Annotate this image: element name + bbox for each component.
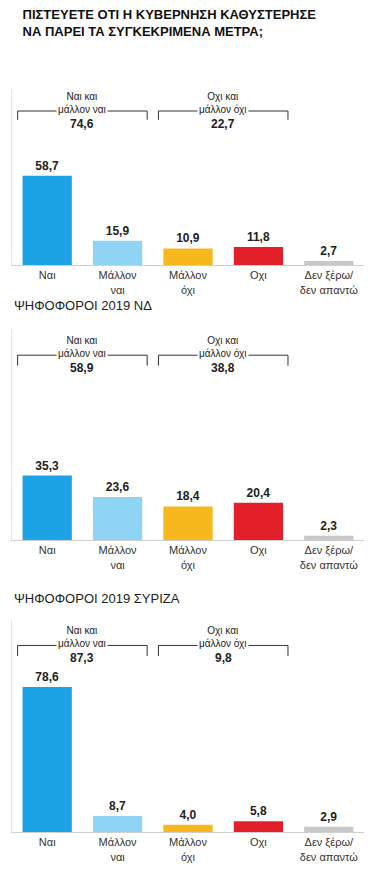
- svg-text:74,6: 74,6: [70, 117, 94, 131]
- svg-text:Οχι καιμάλλον όχι: Οχι καιμάλλον όχι: [199, 91, 247, 115]
- svg-text:11,8: 11,8: [247, 230, 270, 244]
- svg-text:Μάλλονόχι: Μάλλονόχι: [169, 544, 207, 570]
- svg-text:Δεν ξέρω/δεν απαντώ: Δεν ξέρω/δεν απαντώ: [300, 836, 358, 862]
- svg-text:Οχι: Οχι: [250, 544, 267, 556]
- svg-text:5,8: 5,8: [250, 804, 267, 818]
- svg-text:ΠΙΣΤΕΥΕΤΕ ΟΤΙ Η ΚΥΒΕΡΝΗΣΗ ΚΑΘΥ: ΠΙΣΤΕΥΕΤΕ ΟΤΙ Η ΚΥΒΕΡΝΗΣΗ ΚΑΘΥΣΤΕΡΗΣΕΝΑ …: [23, 7, 317, 39]
- svg-text:35,3: 35,3: [35, 459, 59, 473]
- svg-text:58,9: 58,9: [70, 361, 94, 375]
- svg-text:10,9: 10,9: [176, 231, 200, 245]
- svg-text:Δεν ξέρω/δεν απαντώ: Δεν ξέρω/δεν απαντώ: [300, 544, 358, 570]
- svg-text:2,7: 2,7: [320, 244, 337, 258]
- svg-text:Ναι καιμάλλον ναι: Ναι καιμάλλον ναι: [58, 625, 106, 649]
- svg-text:87,3: 87,3: [70, 651, 94, 665]
- svg-text:2,9: 2,9: [320, 810, 337, 824]
- svg-text:15,9: 15,9: [106, 224, 130, 238]
- svg-text:Μάλλονόχι: Μάλλονόχι: [169, 836, 207, 862]
- svg-text:Οχι καιμάλλον όχι: Οχι καιμάλλον όχι: [199, 335, 247, 359]
- svg-text:Μάλλονναι: Μάλλονναι: [99, 836, 137, 862]
- svg-text:20,4: 20,4: [247, 486, 271, 500]
- svg-text:Μάλλονναι: Μάλλονναι: [99, 544, 137, 570]
- svg-text:ΨΗΦΟΦΟΡΟΙ 2019 ΝΔ: ΨΗΦΟΦΟΡΟΙ 2019 ΝΔ: [14, 298, 152, 313]
- svg-text:Δεν ξέρω/δεν απαντώ: Δεν ξέρω/δεν απαντώ: [300, 269, 358, 295]
- svg-text:Ναι καιμάλλον ναι: Ναι καιμάλλον ναι: [58, 335, 106, 359]
- svg-text:Ναι: Ναι: [39, 544, 56, 556]
- svg-text:38,8: 38,8: [211, 361, 235, 375]
- svg-text:4,0: 4,0: [179, 808, 196, 822]
- svg-text:78,6: 78,6: [35, 670, 59, 684]
- svg-text:Οχι καιμάλλον όχι: Οχι καιμάλλον όχι: [199, 625, 247, 649]
- svg-text:Ναι: Ναι: [39, 836, 56, 848]
- svg-text:Οχι: Οχι: [250, 269, 267, 281]
- svg-text:2,3: 2,3: [320, 519, 337, 533]
- svg-text:58,7: 58,7: [35, 159, 59, 173]
- svg-text:8,7: 8,7: [109, 799, 126, 813]
- svg-text:Μάλλονόχι: Μάλλονόχι: [169, 269, 207, 295]
- svg-text:ΨΗΦΟΦΟΡΟΙ 2019 ΣΥΡΙΖΑ: ΨΗΦΟΦΟΡΟΙ 2019 ΣΥΡΙΖΑ: [14, 591, 180, 606]
- svg-text:22,7: 22,7: [211, 117, 235, 131]
- svg-text:Ναι: Ναι: [39, 269, 56, 281]
- svg-text:9,8: 9,8: [215, 651, 232, 665]
- svg-text:23,6: 23,6: [106, 480, 130, 494]
- svg-text:Μάλλονναι: Μάλλονναι: [99, 269, 137, 295]
- svg-text:Οχι: Οχι: [250, 836, 267, 848]
- svg-text:18,4: 18,4: [176, 489, 200, 503]
- svg-text:Ναι καιμάλλον ναι: Ναι καιμάλλον ναι: [58, 91, 106, 115]
